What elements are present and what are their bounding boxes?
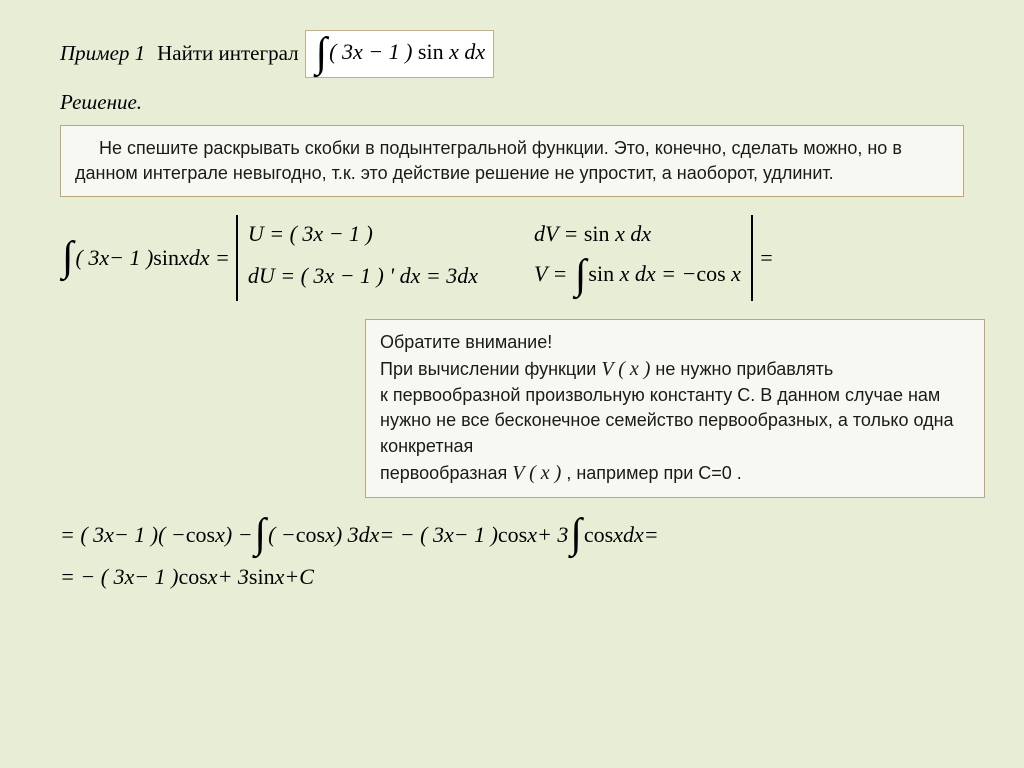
derivation-lhs: ∫( 3x − 1 ) sin x dx = <box>60 239 230 277</box>
final-result-block: = ( 3x − 1 )( −cos x ) − ∫( −cos x ) 3dx… <box>60 516 964 590</box>
example-label: Пример 1 <box>60 41 145 66</box>
substitution-bracket: U = ( 3x − 1 ) dV = sin x dx dU = ( 3x −… <box>236 215 753 301</box>
note2-line2: При вычислении функции V ( x ) не нужно … <box>380 355 970 383</box>
final-line-2: = − ( 3x − 1 ) cos x + 3sin x + C <box>60 564 964 590</box>
note-box-1: Не спешите раскрывать скобки в подынтегр… <box>60 125 964 197</box>
integral-highlight-box: ∫( 3x − 1 ) sin x dx <box>305 30 495 78</box>
derivation-trail-eq: = <box>759 245 774 271</box>
note2-line4: первообразная V ( x ) , например при С=0… <box>380 459 970 487</box>
final-line-1: = ( 3x − 1 )( −cos x ) − ∫( −cos x ) 3dx… <box>60 516 964 554</box>
sub-dV: dV = sin x dx <box>534 221 741 247</box>
integral-expression: ∫( 3x − 1 ) sin x dx <box>314 35 486 73</box>
note-box-2: Обратите внимание! При вычислении функци… <box>365 319 985 498</box>
vx-inline-2: V ( x ) <box>512 462 561 484</box>
note2-line3: к первообразной произвольную константу С… <box>380 383 970 459</box>
example-header: Пример 1 Найти интеграл ∫( 3x − 1 ) sin … <box>60 30 964 78</box>
note1-text: Не спешите раскрывать скобки в подынтегр… <box>75 138 902 183</box>
sub-dU: dU = ( 3x − 1 ) ' dx = 3dx <box>248 263 478 289</box>
sub-U: U = ( 3x − 1 ) <box>248 221 478 247</box>
find-integral-text: Найти интеграл <box>157 41 298 66</box>
note2-line1: Обратите внимание! <box>380 330 970 355</box>
vx-inline-1: V ( x ) <box>601 358 650 380</box>
solution-label: Решение. <box>60 90 964 115</box>
derivation-block: ∫( 3x − 1 ) sin x dx = U = ( 3x − 1 ) dV… <box>60 215 964 301</box>
sub-V: V = ∫sin x dx = −cos x <box>534 257 741 295</box>
